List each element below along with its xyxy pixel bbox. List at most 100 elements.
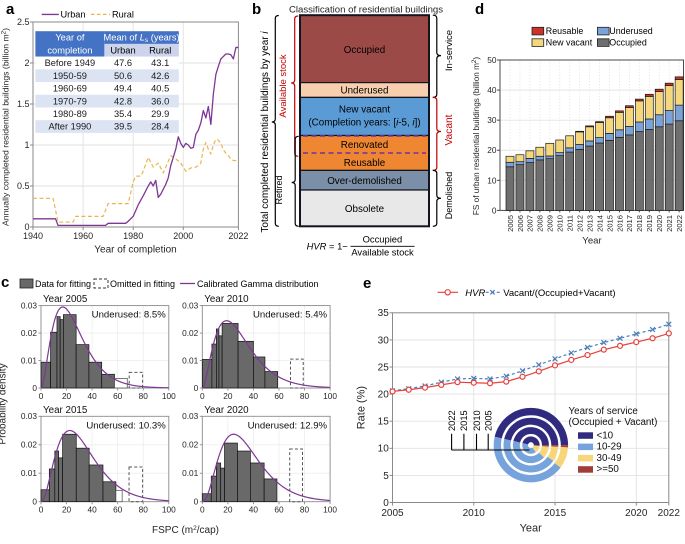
svg-text:Over-demolished: Over-demolished [327,176,402,187]
svg-text:2016: 2016 [615,215,624,232]
svg-text:1950-59: 1950-59 [53,71,87,81]
svg-text:25: 25 [378,362,390,373]
svg-text:20: 20 [487,145,497,155]
svg-text:0.02: 0.02 [21,328,38,338]
svg-text:Rural: Rural [112,10,134,20]
svg-text:Underused: 8.5%: Underused: 8.5% [92,310,167,321]
svg-text:2005: 2005 [506,215,515,232]
svg-text:>=50: >=50 [597,464,620,475]
svg-text:1960-69: 1960-69 [53,84,87,94]
svg-text:20: 20 [62,391,72,401]
svg-text:50: 50 [487,55,497,65]
svg-text:20: 20 [378,390,390,401]
svg-text:60: 60 [113,391,123,401]
svg-text:2017: 2017 [625,215,634,232]
svg-text:Demolished: Demolished [444,172,454,220]
svg-text:2012: 2012 [575,215,584,232]
svg-text:Years of service: Years of service [569,406,639,417]
svg-text:Omitted in fitting: Omitted in fitting [110,279,175,289]
svg-text:28.4: 28.4 [151,122,169,132]
svg-text:100: 100 [162,391,176,401]
svg-text:Vacant: Vacant [444,114,455,145]
svg-text:0.03: 0.03 [182,300,199,310]
svg-text:80: 80 [139,391,149,401]
svg-text:1980-89: 1980-89 [53,109,87,119]
svg-text:2022: 2022 [675,215,684,232]
svg-text:2007: 2007 [526,215,535,232]
svg-text:Renovated: Renovated [341,140,388,151]
svg-text:10: 10 [378,444,390,455]
svg-text:Rate (%): Rate (%) [356,386,368,429]
svg-text:29.9: 29.9 [151,109,169,119]
svg-text:1970-79: 1970-79 [53,96,87,106]
svg-text:Data for fitting: Data for fitting [35,279,91,289]
svg-text:Urban: Urban [110,45,135,55]
svg-text:Year of completion: Year of completion [94,245,176,256]
svg-text:0: 0 [492,205,497,215]
svg-text:Underused: 10.3%: Underused: 10.3% [86,420,166,431]
svg-text:0.01: 0.01 [21,355,38,365]
svg-text:2010: 2010 [463,508,486,519]
svg-text:35: 35 [378,308,390,319]
svg-text:2022: 2022 [447,410,457,431]
svg-text:2005: 2005 [381,508,404,519]
svg-text:Before 1949: Before 1949 [45,58,96,68]
svg-text:2011: 2011 [566,215,575,231]
svg-text:43.1: 43.1 [151,58,169,68]
svg-text:0.03: 0.03 [21,300,38,310]
svg-text:2018: 2018 [635,215,644,232]
svg-text:b: b [252,1,261,18]
svg-text:<10: <10 [597,430,614,441]
svg-text:Underused: 12.9%: Underused: 12.9% [248,420,328,431]
svg-text:Underused: 5.4%: Underused: 5.4% [253,310,328,321]
svg-text:Occupied: Occupied [363,234,403,245]
svg-text:Probability density: Probability density [0,363,9,444]
svg-text:(Completion years: [i-5, i]): (Completion years: [i-5, i]) [308,118,420,129]
svg-text:20: 20 [223,391,233,401]
svg-text:40.5: 40.5 [151,84,169,94]
svg-text:New vacant: New vacant [339,105,390,116]
svg-text:0.02: 0.02 [182,328,199,338]
svg-text:2014: 2014 [595,215,604,232]
svg-text:Reusable: Reusable [344,158,386,169]
svg-text:After 1990: After 1990 [48,122,91,132]
svg-text:15: 15 [378,417,390,428]
svg-text:2: 2 [24,58,29,68]
svg-text:40: 40 [487,85,497,95]
svg-text:60: 60 [113,505,123,515]
svg-text:c: c [1,274,9,291]
svg-text:Underused: Underused [609,26,652,36]
svg-text:completion: completion [47,45,92,55]
svg-text:Year of: Year of [55,33,85,43]
svg-text:0.01: 0.01 [21,468,38,478]
svg-text:39.5: 39.5 [114,122,132,132]
svg-text:Obsolete: Obsolete [345,204,385,215]
svg-text:Reusable: Reusable [546,26,584,36]
svg-text:(Occupied + Vacant): (Occupied + Vacant) [569,417,658,428]
svg-text:2020: 2020 [625,508,648,519]
svg-text:Year 2020: Year 2020 [204,405,249,416]
svg-text:0: 0 [200,505,205,515]
svg-text:40: 40 [249,391,259,401]
svg-text:47.6: 47.6 [114,58,132,68]
svg-text:30: 30 [378,335,390,346]
svg-text:2005: 2005 [484,410,494,431]
svg-text:1980: 1980 [123,231,143,241]
svg-text:40: 40 [88,505,98,515]
svg-text:1940: 1940 [23,231,43,241]
svg-text:0: 0 [32,497,37,507]
svg-text:Available stock: Available stock [351,247,414,258]
svg-text:40: 40 [88,391,98,401]
svg-text:New vacant: New vacant [546,38,593,48]
svg-text:60: 60 [274,505,284,515]
svg-text:80: 80 [300,391,310,401]
svg-text:0.03: 0.03 [182,411,199,421]
svg-text:Occupied: Occupied [609,38,647,48]
svg-text:10: 10 [487,175,497,185]
svg-text:0.02: 0.02 [182,440,199,450]
svg-text:FS of urban residential buildi: FS of urban residential buildings (billi… [471,57,481,215]
svg-text:0: 0 [24,222,29,232]
svg-text:1.5: 1.5 [17,99,30,109]
svg-text:0: 0 [39,505,44,515]
svg-text:a: a [6,1,15,18]
